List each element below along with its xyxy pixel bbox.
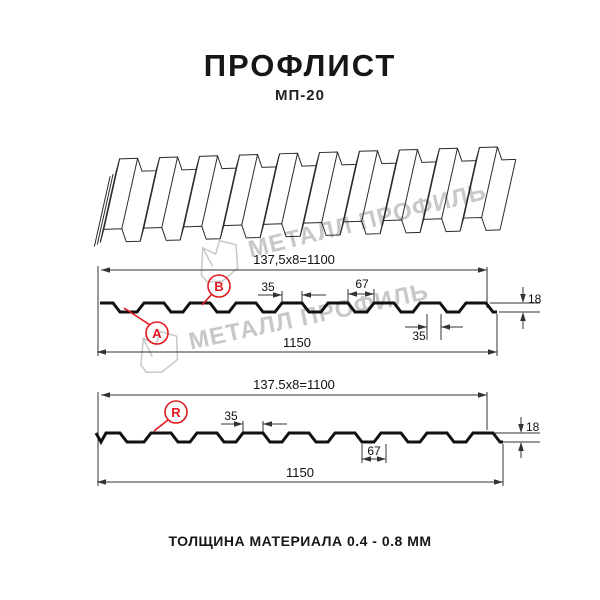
extension-lines	[97, 266, 540, 356]
dim-valley-width: 67	[367, 444, 381, 458]
dim-rib-35	[221, 421, 287, 433]
metal-profil-logo-watermark-icon	[200, 239, 239, 283]
sheet3d-rib-topleft-lines	[103, 147, 480, 230]
metal-profil-logo-watermark-icon	[140, 330, 179, 374]
watermark-stamp-top: МЕТАЛЛ ПРОФИЛЬ	[200, 178, 489, 283]
profile-outline-ab	[100, 301, 497, 314]
callout-line-r	[153, 419, 169, 432]
cross-section-r: 137.5x8=1100 35 67 18 1150 R	[94, 377, 540, 486]
page-title: ПРОФЛИСТ	[204, 48, 397, 83]
dim-full-width-a: 1150	[283, 335, 311, 350]
cross-section-ab: 137,5x8=1100 35 67 18 35 1150 B A	[97, 252, 542, 356]
side-label-b: B	[214, 279, 223, 294]
callout-circle-b	[207, 274, 231, 298]
dim-working-width-a: 137,5x8=1100	[253, 252, 335, 267]
dim-height: 18	[528, 292, 542, 306]
dim-rib-bottom-width: 35	[412, 329, 426, 343]
logo-fold-line	[142, 337, 154, 358]
material-thickness-note: ТОЛЩИНА МАТЕРИАЛА 0.4 - 0.8 ММ	[168, 533, 431, 549]
sheet-3d-view	[93, 146, 517, 247]
page-subtitle: МП-20	[275, 87, 325, 104]
callout-circle-r	[164, 400, 188, 424]
dim-working-width-r: 137.5x8=1100	[253, 377, 335, 392]
sheet3d-cut-thickness-lines	[93, 159, 517, 247]
dim-height: 18	[526, 420, 540, 434]
dim-rib-top-width: 35	[224, 409, 238, 423]
side-label-a: A	[152, 326, 162, 341]
dim-valley-width: 67	[355, 277, 369, 291]
dim-rib-35	[258, 291, 326, 303]
watermark-stamp-middle: МЕТАЛЛ ПРОФИЛЬ	[140, 278, 431, 374]
dim-rib-top-width: 35	[261, 280, 275, 294]
sheet3d-rib-topright-lines	[121, 146, 498, 229]
callout-circle-a	[145, 321, 169, 345]
callout-line-b	[201, 293, 213, 306]
dim-full-width-r: 1150	[286, 465, 314, 480]
callout-line-a	[123, 307, 151, 326]
extension-lines	[97, 392, 540, 486]
logo-fold-line	[202, 247, 214, 267]
side-label-r: R	[171, 405, 181, 420]
sheet3d-rib-base-lines	[99, 160, 477, 243]
profile-outline-r	[94, 431, 503, 446]
